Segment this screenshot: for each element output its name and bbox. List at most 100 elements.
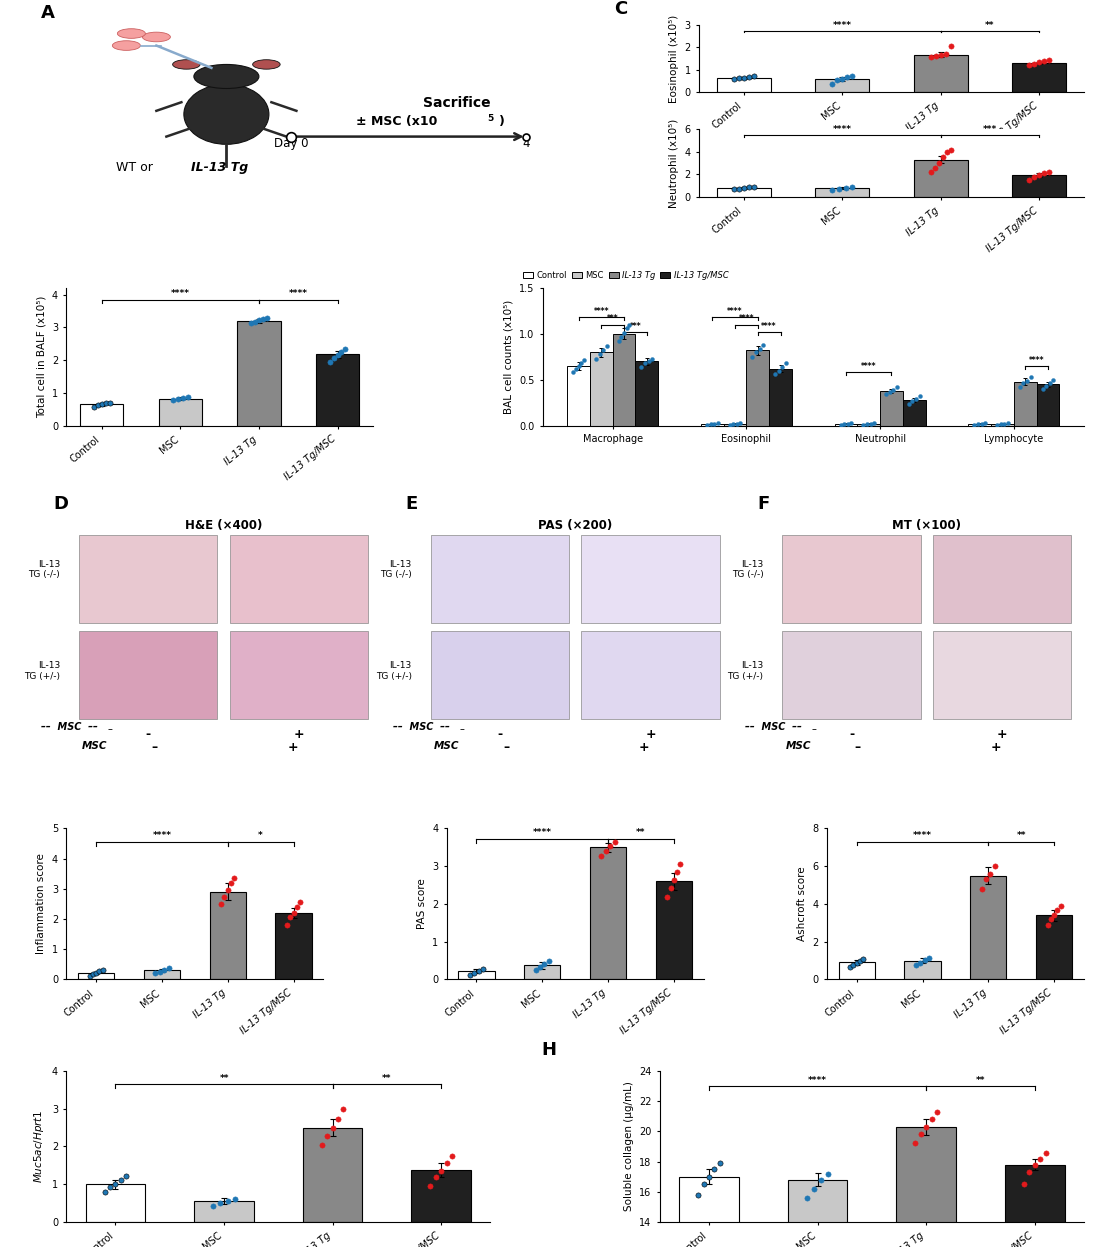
Point xyxy=(633,357,650,377)
Text: ––  MSC  ––: –– MSC –– xyxy=(393,722,450,732)
Point xyxy=(1021,1162,1039,1182)
Point xyxy=(291,893,309,913)
Point xyxy=(212,894,230,914)
Point xyxy=(1041,50,1058,70)
Text: +: + xyxy=(991,741,1001,754)
Point xyxy=(907,389,925,409)
Bar xyxy=(896,1127,956,1247)
Point xyxy=(84,964,102,984)
Point xyxy=(937,44,954,64)
Point xyxy=(222,873,240,893)
Point xyxy=(728,414,745,434)
Bar xyxy=(1012,62,1066,92)
Point xyxy=(602,837,619,857)
Point xyxy=(848,953,866,973)
Y-axis label: PAS score: PAS score xyxy=(417,878,427,929)
Point xyxy=(531,958,549,978)
Point xyxy=(101,393,118,413)
Text: MSC: MSC xyxy=(434,741,459,751)
Point xyxy=(920,948,938,968)
Bar xyxy=(195,1201,254,1222)
Y-axis label: Eosinophil (x10⁵): Eosinophil (x10⁵) xyxy=(669,15,679,102)
Point xyxy=(1037,377,1055,397)
Text: ): ) xyxy=(499,115,504,127)
Y-axis label: Total cell in BALF (x10⁵): Total cell in BALF (x10⁵) xyxy=(36,296,46,418)
Text: +: + xyxy=(293,728,304,741)
Point xyxy=(593,845,611,865)
Point xyxy=(164,390,181,410)
Point xyxy=(726,70,743,90)
Text: +: + xyxy=(639,741,649,754)
Point xyxy=(324,1117,342,1137)
Point xyxy=(319,1126,336,1146)
Point xyxy=(828,70,846,90)
Point xyxy=(885,380,902,400)
Bar xyxy=(723,424,747,425)
Text: IL-13
TG (-/-): IL-13 TG (-/-) xyxy=(732,560,763,580)
Point xyxy=(1035,163,1053,183)
Point xyxy=(706,1160,723,1180)
Ellipse shape xyxy=(252,60,280,69)
Point xyxy=(226,1188,243,1208)
Text: IL-13
TG (+/-): IL-13 TG (+/-) xyxy=(728,661,763,681)
Point xyxy=(999,413,1016,433)
Text: ****: **** xyxy=(739,314,754,323)
Point xyxy=(751,339,769,359)
Bar xyxy=(316,354,359,425)
Point xyxy=(904,390,921,410)
Point xyxy=(526,960,544,980)
Text: H&E (×400): H&E (×400) xyxy=(185,519,262,532)
Point xyxy=(81,966,98,986)
Point xyxy=(754,335,772,355)
Text: MT (×100): MT (×100) xyxy=(893,519,961,532)
Circle shape xyxy=(143,32,170,41)
Point xyxy=(977,413,994,433)
Point xyxy=(839,414,857,434)
Point xyxy=(770,360,787,380)
Text: ****: **** xyxy=(533,828,552,838)
Ellipse shape xyxy=(194,65,259,89)
Y-axis label: Ashcroft score: Ashcroft score xyxy=(796,867,806,941)
Point xyxy=(1031,52,1048,72)
Point xyxy=(1026,1155,1044,1175)
FancyBboxPatch shape xyxy=(430,631,568,720)
Text: Day 0: Day 0 xyxy=(274,137,309,150)
Point xyxy=(330,1110,347,1130)
Text: ****: **** xyxy=(171,289,190,298)
Text: ****: **** xyxy=(860,362,876,372)
Point xyxy=(982,864,1000,884)
Point xyxy=(700,1167,718,1187)
Point xyxy=(216,888,233,908)
Point xyxy=(926,157,943,177)
Point xyxy=(933,147,951,167)
Point xyxy=(773,357,791,377)
Text: *: * xyxy=(259,832,263,840)
Point xyxy=(907,1134,925,1153)
Bar xyxy=(144,970,180,979)
Point xyxy=(87,963,105,983)
Text: PAS (×200): PAS (×200) xyxy=(538,519,613,532)
Text: 4: 4 xyxy=(523,137,530,150)
Point xyxy=(907,955,925,975)
Point xyxy=(992,414,1010,434)
Point xyxy=(824,180,842,200)
Text: –: – xyxy=(152,741,157,754)
Text: ***: *** xyxy=(983,125,998,135)
Point xyxy=(689,1185,707,1205)
Point xyxy=(726,180,743,200)
Point xyxy=(313,1135,331,1155)
Text: **: ** xyxy=(1016,831,1026,840)
Point xyxy=(575,349,593,369)
Point xyxy=(922,1110,940,1130)
Point xyxy=(325,348,343,368)
Point xyxy=(852,950,869,970)
Point xyxy=(1048,899,1066,919)
Point xyxy=(146,963,164,983)
Text: ****: **** xyxy=(153,832,171,840)
Bar xyxy=(787,1180,847,1247)
Y-axis label: Soluble collagen (μg/mL): Soluble collagen (μg/mL) xyxy=(624,1081,634,1211)
Point xyxy=(97,393,115,413)
Point xyxy=(721,415,739,435)
Point xyxy=(461,965,479,985)
Point xyxy=(855,415,873,435)
